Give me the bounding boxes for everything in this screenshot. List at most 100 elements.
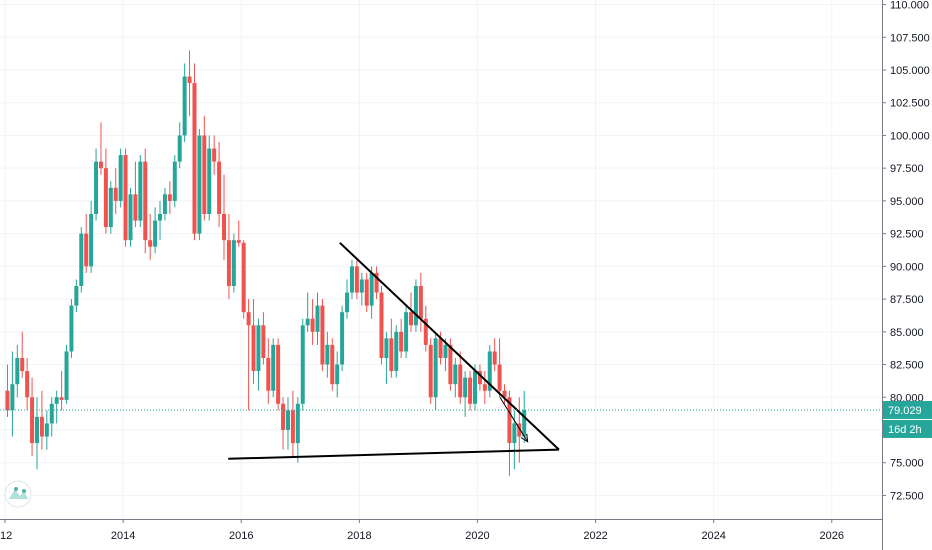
candle-body [295,403,300,444]
candle-body [212,148,217,162]
candle-body [300,325,305,404]
candle-body [172,161,177,201]
candle-body [389,338,394,372]
price-tick-label: 82.500 [890,360,924,372]
candle-body [30,397,35,444]
candle-body [345,292,350,313]
candle-body [222,213,227,241]
time-axis[interactable]: 12 2014 2016 2018 2020 2022 2024 2026 [0,519,844,542]
arrow-head [520,433,529,443]
candle-body [84,233,89,267]
candle-body [399,331,404,352]
time-tick-label: 2024 [701,530,725,542]
candle-body [108,187,113,228]
candle-body [487,351,492,391]
candle-body [458,364,463,398]
candle-body [177,135,182,162]
candle-body [477,371,482,385]
candle-body [354,266,359,293]
candle-body [133,194,138,221]
price-tick-label: 72.500 [890,490,924,502]
candle-body [34,416,39,444]
candle-body [187,76,192,84]
tradingview-logo-icon[interactable] [4,480,32,508]
candle-body [197,135,202,234]
candle-body [25,371,30,398]
candle-body [158,213,163,221]
candle-body [290,410,295,444]
candle-body [54,397,59,404]
candle-body [103,168,108,228]
price-tick-label: 110.000 [890,0,929,12]
candle-body [236,240,241,243]
candle-body [5,390,10,411]
candle-body [10,384,15,411]
candle-body [335,364,340,385]
candle-body [64,351,69,400]
trend-drawings[interactable] [228,242,560,460]
candle-body [507,397,512,444]
candle-body [153,220,158,247]
candle-body [369,272,374,306]
price-tick-label: 100.000 [890,130,930,142]
candle-body [492,351,497,365]
candle-body [443,344,448,358]
candle-body [374,272,379,293]
candle-body [89,213,94,267]
trendline [339,242,560,451]
candle-body [305,318,310,326]
candle-body [167,194,172,201]
price-tick-label: 97.500 [890,163,924,175]
candle-body [349,266,354,293]
candle-body [502,390,507,398]
candle-body [79,233,84,286]
last-price-label: 79.029 [888,405,922,417]
candle-body [246,312,251,326]
candle-body [128,194,133,241]
candle-body [251,325,256,372]
candle-body [118,155,123,201]
candle-body [69,305,74,352]
trendline [228,448,559,460]
price-tick-label: 92.500 [890,229,924,241]
candle-body [310,318,315,332]
candle-body [202,135,207,214]
time-tick-label: 12 [0,530,12,542]
candle-body [448,344,453,385]
price-tick-label: 85.000 [890,327,924,339]
candle-body [192,83,197,234]
candle-body [123,155,128,241]
candle-body [20,357,25,372]
candle-body [74,285,79,306]
candle-body [384,338,389,358]
candle-body [138,161,143,221]
candle-body [231,240,236,286]
candle-body [379,292,384,358]
time-tick-label: 2026 [820,530,844,542]
candle-body [468,377,473,404]
candle-body [522,409,527,437]
candle-body [330,344,335,385]
time-tick-label: 2022 [583,530,607,542]
candle-body [241,242,246,313]
candle-body [226,240,231,286]
candle-body [261,325,266,358]
price-tick-label: 102.500 [890,98,930,110]
candle-body [281,403,286,430]
candle-body [15,357,20,385]
candle-body [340,312,345,365]
candle-body [359,279,364,293]
candle-body [418,285,423,319]
candle-body [409,312,414,326]
candle-body [512,423,517,444]
candle-body [517,423,522,437]
candle-body [433,338,438,398]
candle-body [497,364,502,391]
candle-body [98,161,103,169]
candle-body [364,279,369,306]
candle-body [59,397,64,400]
price-tick-label: 87.500 [890,294,924,306]
candlestick-series [5,50,527,476]
candle-body [463,377,468,398]
